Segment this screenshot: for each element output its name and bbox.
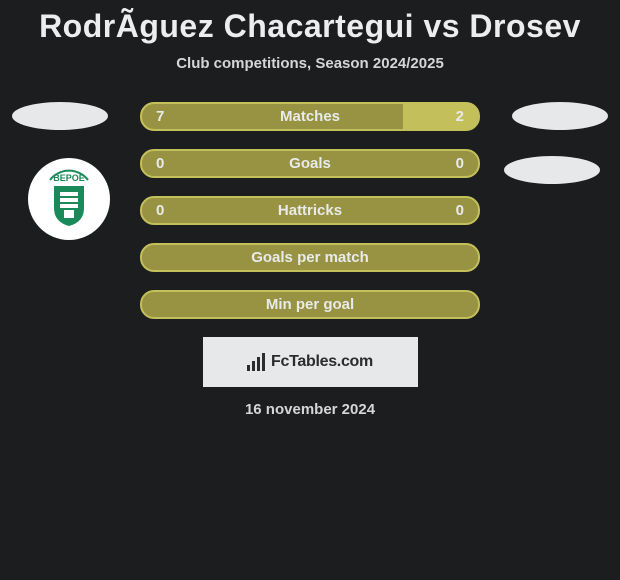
stat-label: Goals per match: [142, 249, 478, 266]
subtitle: Club competitions, Season 2024/2025: [0, 55, 620, 72]
comparison-content: BEPOE 7 Matches 2 0 Goals 0 0 Hattricks …: [0, 102, 620, 418]
stat-label: Hattricks: [142, 202, 478, 219]
fctables-logo: FcTables.com: [203, 337, 418, 387]
logo-text: FcTables.com: [271, 353, 373, 371]
svg-text:BEPOE: BEPOE: [53, 173, 85, 183]
club-badge-right-placeholder: [504, 156, 600, 184]
stats-bars: 7 Matches 2 0 Goals 0 0 Hattricks 0 Goal…: [140, 102, 480, 319]
player-left-avatar: [12, 102, 108, 130]
club-crest-icon: BEPOE: [34, 164, 104, 234]
stat-label: Matches: [142, 108, 478, 125]
stat-row-hattricks: 0 Hattricks 0: [140, 196, 480, 225]
page-title: RodrÃ­guez Chacartegui vs Drosev: [0, 0, 620, 45]
avatar-placeholder-icon: [512, 102, 608, 130]
stat-row-goals: 0 Goals 0: [140, 149, 480, 178]
club-badge-left: BEPOE: [28, 158, 110, 240]
stat-label: Min per goal: [142, 296, 478, 313]
stat-right-value: 0: [456, 202, 464, 219]
stat-label: Goals: [142, 155, 478, 172]
logo-inner: FcTables.com: [206, 340, 415, 384]
stat-right-value: 2: [456, 108, 464, 125]
bar-chart-icon: [247, 353, 265, 371]
avatar-placeholder-icon: [12, 102, 108, 130]
stat-row-matches: 7 Matches 2: [140, 102, 480, 131]
stat-row-min-per-goal: Min per goal: [140, 290, 480, 319]
date-label: 16 november 2024: [0, 401, 620, 418]
player-right-avatar: [512, 102, 608, 130]
stat-row-goals-per-match: Goals per match: [140, 243, 480, 272]
stat-right-value: 0: [456, 155, 464, 172]
